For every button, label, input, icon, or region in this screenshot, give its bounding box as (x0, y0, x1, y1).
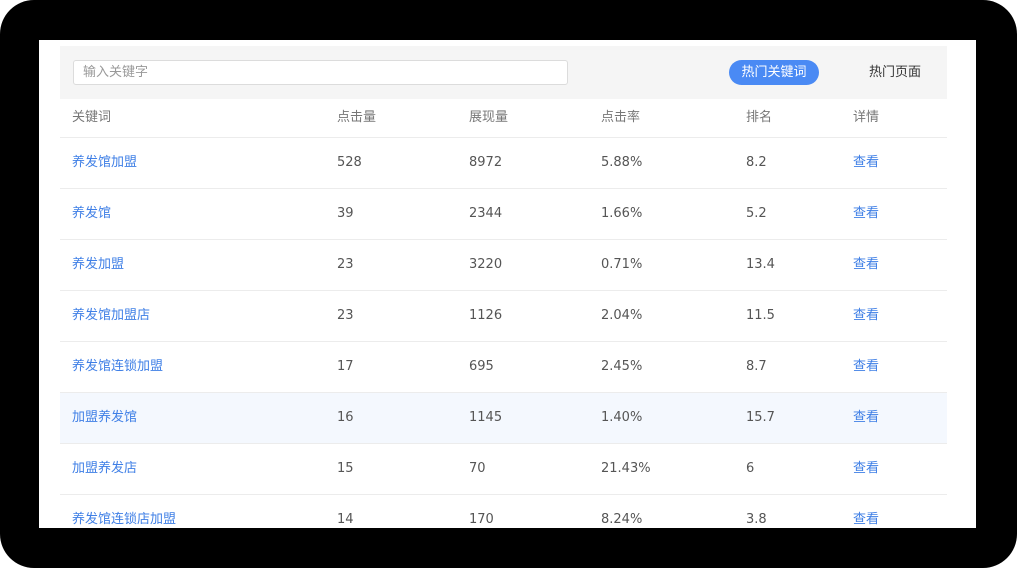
table-cell: 1145 (469, 410, 503, 425)
table-cell: 14 (337, 512, 354, 527)
table-row: 养发加盟 23 3220 0.71% 13.4 查看 (60, 240, 947, 291)
table-cell: 170 (469, 512, 494, 527)
table-row: 加盟养发店 15 70 21.43% 6 查看 (60, 444, 947, 495)
detail-link[interactable]: 查看 (853, 155, 880, 170)
detail-link[interactable]: 查看 (853, 206, 880, 221)
header-cell: 展现量 (469, 110, 509, 125)
table-cell: 16 (337, 410, 354, 425)
table-cell: 2.04% (601, 308, 643, 323)
table-cell: 8.24% (601, 512, 643, 527)
keyword-link[interactable]: 加盟养发馆 (72, 410, 138, 425)
table-cell: 2344 (469, 206, 503, 221)
keyword-link[interactable]: 加盟养发店 (72, 461, 138, 476)
keyword-link[interactable]: 养发馆连锁店加盟 (72, 512, 177, 527)
table-cell: 23 (337, 308, 354, 323)
table-cell: 21.43% (601, 461, 651, 476)
header-cell: 点击率 (601, 110, 641, 125)
table-row: 养发馆连锁加盟 17 695 2.45% 8.7 查看 (60, 342, 947, 393)
search-input[interactable]: 输入关键字 (73, 60, 568, 85)
header-row: 关键词 点击量 展现量 点击率 排名 详情 (60, 99, 947, 138)
header-cell: 排名 (746, 110, 773, 125)
table-row: 养发馆加盟 528 8972 5.88% 8.2 查看 (60, 138, 947, 189)
table: 关键词 点击量 展现量 点击率 排名 详情 养发馆加盟 528 8972 5.88% 8.2 查看 养发… (60, 99, 947, 528)
table-cell: 695 (469, 359, 494, 374)
keyword-link[interactable]: 养发馆 (72, 206, 112, 221)
detail-link[interactable]: 查看 (853, 257, 880, 272)
table-cell: 1.66% (601, 206, 643, 221)
table-cell: 5.2 (746, 206, 767, 221)
detail-link[interactable]: 查看 (853, 308, 880, 323)
header-cell: 详情 (853, 110, 880, 125)
table-cell: 0.71% (601, 257, 643, 272)
table-cell: 17 (337, 359, 354, 374)
detail-link[interactable]: 查看 (853, 512, 880, 527)
keyword-link[interactable]: 养发馆连锁加盟 (72, 359, 164, 374)
table-row: 养发馆加盟店 23 1126 2.04% 11.5 查看 (60, 291, 947, 342)
table-row: 养发馆连锁店加盟 14 170 8.24% 3.8 查看 (60, 495, 947, 528)
toolbar: 输入关键字 热门关键词 热门页面 (60, 46, 947, 99)
table-cell: 8972 (469, 155, 503, 170)
table-cell: 8.7 (746, 359, 767, 374)
table-cell: 2.45% (601, 359, 643, 374)
table-cell: 1.40% (601, 410, 643, 425)
table-cell: 13.4 (746, 257, 775, 272)
table-row: 加盟养发馆 16 1145 1.40% 15.7 查看 (60, 393, 947, 444)
header-cell: 点击量 (337, 110, 377, 125)
panel: 输入关键字 热门关键词 热门页面 关键词 点击量 展现量 点击率 排名 详情养发馆加盟 52… (39, 40, 976, 528)
table-cell: 39 (337, 206, 354, 221)
detail-link[interactable]: 查看 (853, 461, 880, 476)
detail-link[interactable]: 查看 (853, 359, 880, 374)
keyword-link[interactable]: 养发馆加盟 (72, 155, 138, 170)
tab[interactable]: 热门页面 (868, 65, 921, 80)
table-cell: 1126 (469, 308, 503, 323)
table-cell: 6 (746, 461, 755, 476)
table-cell: 23 (337, 257, 354, 272)
table-cell: 3220 (469, 257, 503, 272)
table-row: 养发馆 39 2344 1.66% 5.2 查看 (60, 189, 947, 240)
table-cell: 528 (337, 155, 362, 170)
table-cell: 15.7 (746, 410, 775, 425)
table-cell: 3.8 (746, 512, 767, 527)
table-cell: 11.5 (746, 308, 775, 323)
header-cell: 关键词 (72, 110, 112, 125)
table-cell: 5.88% (601, 155, 643, 170)
table-cell: 8.2 (746, 155, 767, 170)
table-cell: 15 (337, 461, 354, 476)
tab[interactable]: 热门关键词 (729, 60, 819, 85)
keyword-link[interactable]: 养发馆加盟店 (72, 308, 151, 323)
detail-link[interactable]: 查看 (853, 410, 880, 425)
table-cell: 70 (469, 461, 486, 476)
keyword-link[interactable]: 养发加盟 (72, 257, 125, 272)
